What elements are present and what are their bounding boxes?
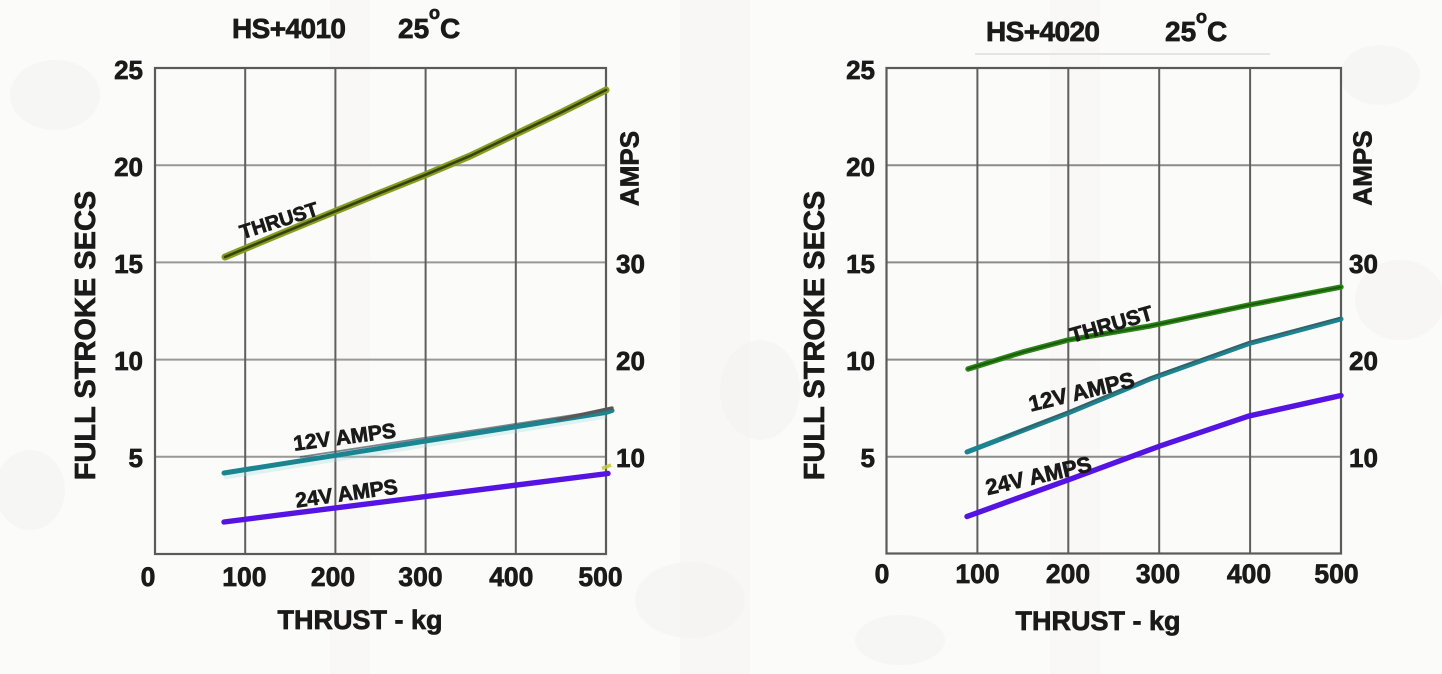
svg-text:AMPS: AMPS [615, 131, 645, 206]
svg-text:25: 25 [846, 55, 875, 85]
svg-text:25: 25 [1165, 16, 1196, 47]
svg-text:15: 15 [846, 249, 875, 279]
svg-text:20: 20 [616, 346, 645, 376]
svg-text:10: 10 [846, 346, 875, 376]
svg-text:o: o [429, 3, 440, 23]
svg-text:30: 30 [616, 249, 645, 279]
svg-text:10: 10 [1349, 443, 1378, 473]
svg-text:0: 0 [141, 562, 156, 592]
svg-text:20: 20 [846, 152, 875, 182]
svg-text:200: 200 [311, 562, 355, 592]
svg-text:10: 10 [616, 443, 645, 473]
svg-text:FULL STROKE SECS: FULL STROKE SECS [799, 191, 831, 481]
svg-text:20: 20 [1349, 346, 1378, 376]
svg-text:30: 30 [1349, 249, 1378, 279]
svg-text:20: 20 [114, 152, 143, 182]
svg-text:HS+4020: HS+4020 [986, 16, 1100, 47]
svg-text:FULL STROKE SECS: FULL STROKE SECS [70, 191, 102, 481]
svg-text:0: 0 [875, 559, 890, 589]
svg-text:400: 400 [1227, 559, 1271, 589]
svg-text:300: 300 [1136, 559, 1180, 589]
svg-text:25: 25 [398, 13, 429, 44]
svg-text:C: C [1207, 16, 1227, 47]
svg-text:HS+4010: HS+4010 [232, 13, 346, 44]
svg-text:500: 500 [578, 562, 622, 592]
svg-text:100: 100 [222, 562, 266, 592]
svg-text:5: 5 [129, 443, 143, 473]
svg-text:C: C [440, 13, 460, 44]
svg-text:400: 400 [489, 562, 533, 592]
svg-text:10: 10 [114, 346, 143, 376]
svg-text:AMPS: AMPS [1348, 130, 1378, 205]
svg-text:o: o [1196, 7, 1207, 27]
svg-text:THRUST - kg: THRUST - kg [278, 605, 443, 635]
svg-text:200: 200 [1046, 559, 1090, 589]
svg-text:5: 5 [861, 443, 875, 473]
svg-text:500: 500 [1314, 559, 1358, 589]
svg-text:25: 25 [114, 55, 143, 85]
svg-text:15: 15 [114, 249, 143, 279]
svg-text:100: 100 [955, 559, 999, 589]
svg-text:300: 300 [398, 562, 442, 592]
svg-text:THRUST - kg: THRUST - kg [1016, 606, 1181, 636]
